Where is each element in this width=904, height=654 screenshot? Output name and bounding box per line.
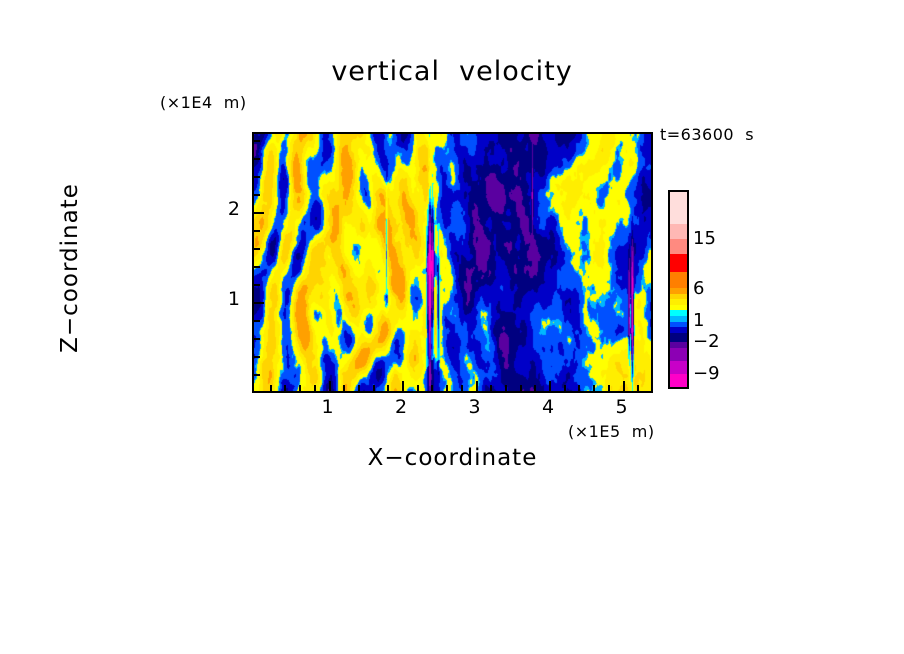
x-axis-tick [519, 385, 522, 391]
colorbar-tick-label: −9 [693, 363, 720, 384]
y-axis-tick [254, 175, 260, 178]
colorbar-band [670, 238, 687, 254]
colorbar-tick-label: 6 [693, 278, 705, 299]
x-axis-tick [343, 385, 346, 391]
contour-field [254, 134, 651, 391]
colorbar[interactable] [668, 190, 689, 389]
colorbar-band [670, 293, 687, 300]
x-axis-tick [475, 381, 478, 391]
colorbar-band [670, 253, 687, 273]
y-axis-tick [254, 157, 260, 160]
colorbar-band [670, 223, 687, 239]
colorbar-band [670, 342, 687, 348]
y-axis-tick [254, 193, 260, 196]
plot-area[interactable] [252, 132, 653, 393]
x-axis-tick-label: 5 [615, 396, 628, 418]
y-axis-tick [254, 283, 260, 286]
colorbar-band [670, 192, 687, 224]
x-axis-tick [578, 385, 581, 391]
page-title: vertical velocity [331, 56, 573, 87]
colorbar-band [670, 360, 687, 374]
colorbar-band [670, 373, 687, 387]
x-axis-tick [402, 381, 405, 391]
y-axis-tick-label: 2 [227, 197, 240, 220]
x-axis-tick-label: 1 [321, 396, 334, 418]
x-axis-units-label: (×1E5 m) [568, 422, 655, 441]
y-axis-tick [254, 337, 260, 340]
colorbar-band [670, 304, 687, 311]
x-axis-tick [313, 385, 316, 391]
x-axis-tick [637, 385, 640, 391]
y-axis-tick [254, 265, 260, 268]
y-axis-units-label: (×1E4 m) [160, 93, 247, 112]
colorbar-band [670, 310, 687, 317]
y-axis-tick [254, 229, 260, 232]
x-axis-tick [652, 385, 653, 391]
colorbar-band [670, 316, 687, 322]
x-axis-tick [490, 385, 493, 391]
colorbar-band [670, 332, 687, 343]
x-axis-tick-label: 4 [542, 396, 555, 418]
x-axis-tick [607, 385, 610, 391]
x-axis-tick [504, 385, 507, 391]
time-annotation: t=63600 s [660, 125, 755, 144]
colorbar-band [670, 299, 687, 305]
colorbar-band [670, 321, 687, 328]
x-axis-tick [431, 385, 434, 391]
x-axis-tick [269, 385, 272, 391]
colorbar-tick-label: 1 [693, 310, 705, 331]
colorbar-tick-label: −2 [693, 331, 720, 352]
colorbar-band [670, 327, 687, 333]
x-axis-tick [284, 385, 287, 391]
y-axis-tick [254, 355, 260, 358]
x-axis-tick [549, 381, 552, 391]
x-axis-title: X−coordinate [367, 445, 538, 471]
x-axis-tick [446, 385, 449, 391]
x-axis-tick [563, 385, 566, 391]
x-axis-tick [622, 381, 625, 391]
y-axis-tick-label: 1 [227, 287, 240, 310]
x-axis-tick-label: 2 [394, 396, 408, 418]
x-axis-tick [357, 385, 360, 391]
colorbar-tick-label: 15 [693, 228, 716, 249]
x-axis-tick [328, 381, 331, 391]
y-axis-tick [254, 139, 260, 142]
x-axis-tick [387, 385, 390, 391]
x-axis-tick [416, 385, 419, 391]
x-axis-tick [460, 385, 463, 391]
x-axis-tick-label: 3 [468, 396, 481, 418]
x-axis-tick [534, 385, 537, 391]
y-axis-tick [254, 247, 260, 250]
y-axis-title: Z−coordinate [57, 183, 83, 353]
x-axis-tick [372, 385, 375, 391]
y-axis-tick [254, 373, 260, 376]
colorbar-band [670, 347, 687, 361]
y-axis-tick [254, 301, 264, 304]
colorbar-band [670, 288, 687, 294]
x-axis-tick [593, 385, 596, 391]
x-axis-tick [299, 385, 302, 391]
colorbar-band [670, 272, 687, 289]
y-axis-tick [254, 319, 260, 322]
y-axis-tick [254, 211, 264, 214]
